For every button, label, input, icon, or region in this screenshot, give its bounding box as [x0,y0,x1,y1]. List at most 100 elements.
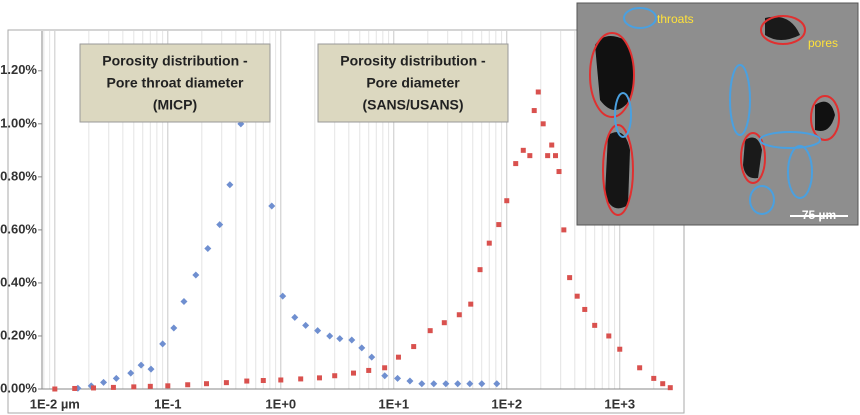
inset-image [576,2,859,226]
point [180,297,188,305]
point [411,344,417,350]
y-tick-label: 0.40% [0,274,37,289]
point [137,361,145,369]
point [192,271,200,279]
annotation-box [79,43,271,123]
inset-label: pores [808,36,838,50]
point [418,380,426,388]
point [527,153,533,159]
point [637,365,643,371]
point [556,169,562,175]
point [582,306,588,312]
point [456,312,462,318]
point [204,244,212,252]
annotation: Porosity distribution - [340,53,486,69]
point [430,380,438,388]
y-tick-label: 0.20% [0,327,37,342]
point [358,344,366,352]
y-tick-label: 0.00% [0,380,37,395]
marks [52,89,673,392]
point [204,381,210,387]
annotation: Porosity distribution - [102,53,248,69]
point [298,376,304,382]
point [279,292,287,300]
x-tick-label: 1E+1 [378,396,409,411]
point [131,384,137,390]
point [574,293,580,299]
point [561,227,567,233]
point [549,142,555,148]
point [493,380,501,388]
point [466,380,474,388]
point [394,374,402,382]
point [468,301,474,307]
point [427,328,433,334]
annotation: Pore throat diameter [107,75,244,91]
point [478,380,486,388]
x-tick-label: 1E+0 [265,396,296,411]
point [72,385,78,391]
annotation: (SANS/USANS) [362,97,463,113]
point [496,222,502,228]
point [268,202,276,210]
point [513,161,519,167]
point [100,378,108,386]
point [406,377,414,385]
point [350,370,356,376]
point [486,240,492,246]
point [366,367,372,373]
inset-label: throats [657,12,694,26]
x-tick-label: 1E-2 µm [30,396,80,411]
point [291,313,299,321]
point [504,198,510,204]
point [442,380,450,388]
point [553,153,559,159]
point [112,374,120,382]
point [223,380,229,386]
annotation: (MICP) [153,97,197,113]
point [170,324,178,332]
point [226,181,234,189]
point [660,381,666,387]
point [326,332,334,340]
point [606,333,612,339]
point [454,380,462,388]
point [216,221,224,229]
point [159,340,167,348]
point [332,373,338,379]
point [382,365,388,371]
point [127,369,135,377]
scale-bar-label: 75 µm [802,208,836,222]
point [314,327,322,335]
x-tick-label: 1E+3 [604,396,635,411]
point [592,322,598,328]
point [520,147,526,153]
x-tick-label: 1E+2 [491,396,522,411]
point [165,383,171,389]
y-tick-label: 0.80% [0,168,37,183]
point [91,385,97,391]
point [567,275,573,281]
point [302,321,310,329]
point [244,378,250,384]
point [667,385,673,391]
point [185,382,191,388]
point [260,378,266,384]
point [110,384,116,390]
y-tick-label: 0.60% [0,221,37,236]
point [617,346,623,352]
annotation-box [317,43,509,123]
point [147,383,153,389]
point [381,372,389,380]
point [545,153,551,159]
point [52,386,58,392]
point [395,354,401,360]
y-tick-label: 1.20% [0,62,37,77]
point [531,108,537,114]
annotation: Pore diameter [366,75,460,91]
point [441,320,447,326]
point [278,377,284,383]
point [348,336,356,344]
